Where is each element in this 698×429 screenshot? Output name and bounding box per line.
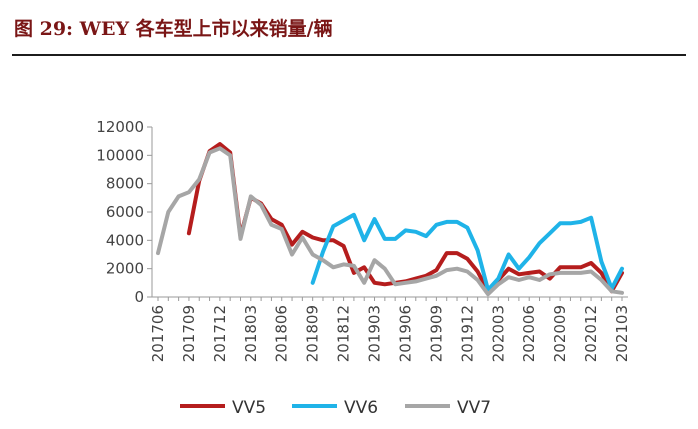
legend-label-vv5: VV5: [232, 398, 266, 418]
x-tick-label: 202006: [520, 305, 538, 362]
x-tick-label: 201806: [273, 305, 291, 362]
x-tick-label: 201709: [180, 305, 198, 362]
y-tick-label: 2000: [106, 260, 144, 278]
series-lines: [156, 142, 624, 297]
figure-title: 图 29: WEY 各车型上市以来销量/辆: [14, 18, 333, 40]
y-tick-label: 0: [134, 288, 144, 306]
legend: VV5 VV6 VV7: [180, 398, 491, 418]
x-tick-label: 201912: [458, 305, 476, 362]
x-tick-label: 202012: [582, 305, 600, 362]
y-tick-label: 8000: [106, 175, 144, 193]
x-tick-label: 201812: [335, 305, 353, 362]
legend-label-vv6: VV6: [344, 398, 378, 418]
y-tick-label: 4000: [106, 231, 144, 249]
x-tick-label: 201903: [366, 305, 384, 362]
series-line-vv7: [156, 146, 624, 297]
x-tick-label: 202003: [489, 305, 507, 362]
x-axis: 201706 201709 201712 201803 201806 201809 2018…: [149, 296, 631, 362]
y-axis: 0 2000 4000 6000 8000 10000 12000: [96, 118, 153, 306]
series-line-vv6: [310, 212, 624, 292]
x-tick-label: 201909: [427, 305, 445, 362]
x-tick-label: 201906: [396, 305, 414, 362]
y-tick-label: 12000: [96, 118, 144, 136]
y-tick-label: 10000: [96, 146, 144, 164]
x-tick-label: 201809: [304, 305, 322, 362]
y-tick-label: 6000: [106, 203, 144, 221]
x-tick-label: 202009: [551, 305, 569, 362]
title-divider: [12, 54, 686, 56]
x-tick-label: 202103: [613, 305, 631, 362]
x-tick-label: 201706: [149, 305, 167, 362]
x-tick-label: 201803: [242, 305, 260, 362]
x-tick-label: 201712: [211, 305, 229, 362]
legend-label-vv7: VV7: [457, 398, 491, 418]
series-line-vv5: [186, 142, 624, 294]
